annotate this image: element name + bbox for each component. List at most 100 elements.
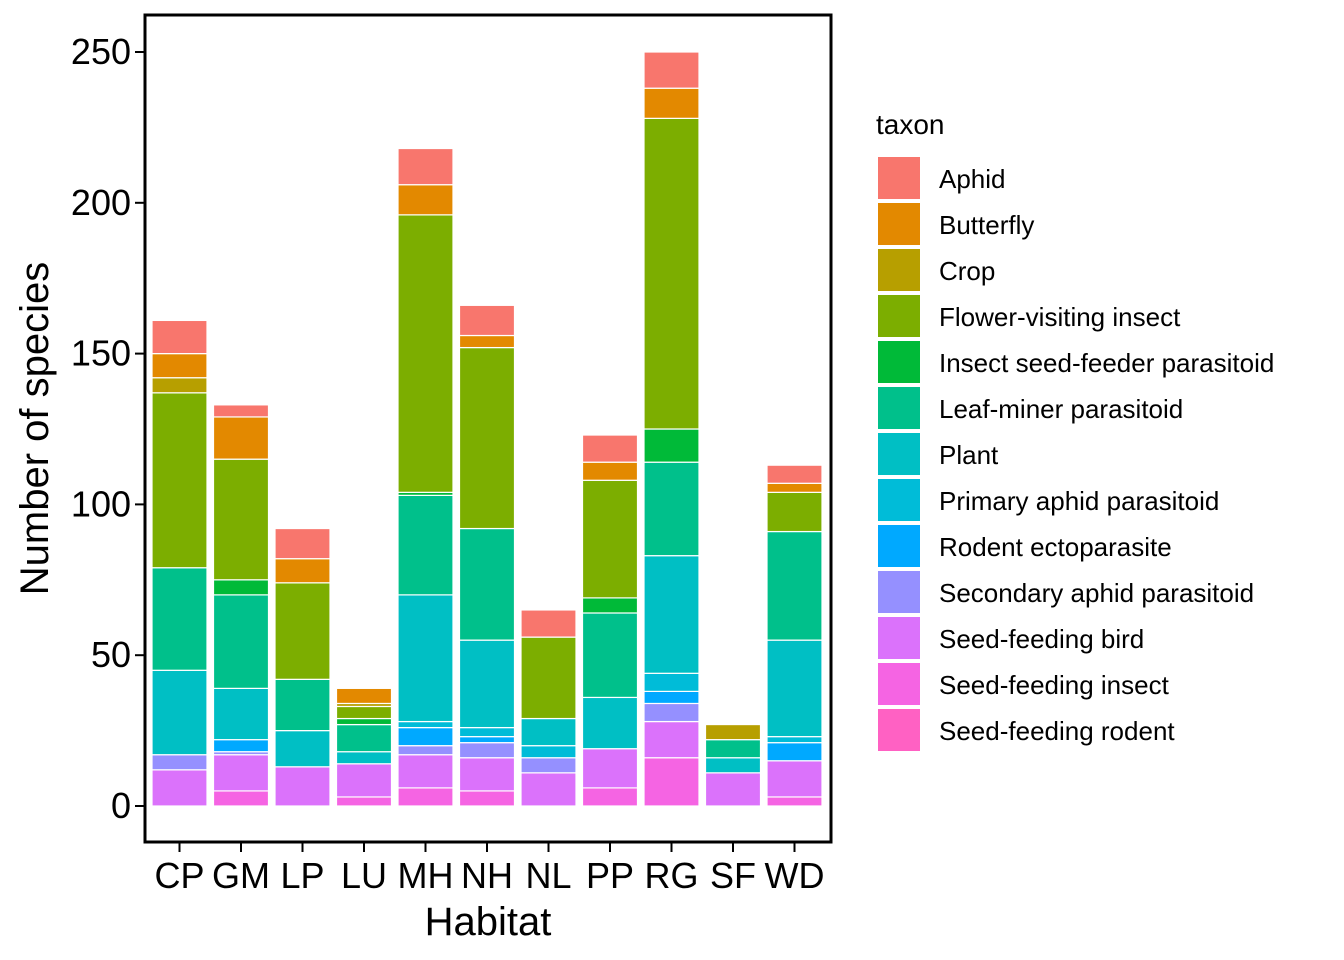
bar-segment-RG-seed-feeding-bird — [643, 720, 700, 759]
bar-segment-PP-seed-feeding-bird — [581, 748, 639, 789]
bar-segment-GM-seed-feeding-bird — [212, 754, 270, 792]
x-tick-label-NL: NL — [525, 855, 571, 896]
legend-label: Seed-feeding rodent — [939, 716, 1175, 746]
bar-segment-NL-seed-feeding-bird — [520, 772, 577, 807]
bar-segment-LU-plant — [335, 751, 393, 765]
y-tick-label: 50 — [91, 634, 131, 675]
bar-segment-NH-leaf-miner-parasitoid — [458, 527, 516, 641]
bar-segment-NL-plant — [520, 717, 577, 747]
bar-segment-MH-flower-visiting-insect — [397, 214, 454, 493]
bar-segment-WD-primary-aphid-parasitoid — [766, 736, 823, 744]
bar-segment-WD-aphid — [766, 464, 823, 484]
legend-label: Seed-feeding insect — [939, 670, 1170, 700]
bar-segment-MH-secondary-aphid-parasitoid — [397, 745, 454, 756]
bar-segment-MH-butterfly — [397, 184, 454, 216]
bar-segment-NH-rodent-ectoparasite — [458, 736, 516, 744]
x-tick-label-LP: LP — [280, 855, 324, 896]
bar-segment-WD-plant — [766, 639, 823, 738]
bar-segment-LP-plant — [274, 729, 331, 768]
y-tick-label: 200 — [71, 182, 131, 223]
bar-segment-RG-flower-visiting-insect — [643, 117, 700, 430]
x-tick-label-CP: CP — [154, 855, 204, 896]
legend-key-insect-seed-feeder-parasitoid — [878, 341, 920, 383]
legend-key-rodent-ectoparasite — [878, 525, 920, 567]
legend-label: Plant — [939, 440, 999, 470]
bar-segment-MH-seed-feeding-insect — [397, 787, 454, 807]
bar-segment-NL-aphid — [520, 609, 577, 638]
bar-segment-RG-insect-seed-feeder-parasitoid — [643, 428, 700, 463]
bar-segment-RG-secondary-aphid-parasitoid — [643, 702, 700, 723]
legend-key-primary-aphid-parasitoid — [878, 479, 920, 521]
legend-label: Primary aphid parasitoid — [939, 486, 1219, 516]
x-tick-label-NH: NH — [461, 855, 513, 896]
bar-segment-PP-flower-visiting-insect — [581, 479, 639, 599]
bar-segment-RG-primary-aphid-parasitoid — [643, 672, 700, 692]
x-axis-title: Habitat — [425, 900, 552, 944]
bar-segment-LU-insect-seed-feeder-parasitoid — [335, 717, 393, 726]
bar-segment-LP-aphid — [274, 527, 331, 560]
y-axis-title: Number of species — [13, 262, 57, 595]
bar-segment-PP-seed-feeding-insect — [581, 787, 639, 807]
y-tick-label: 250 — [71, 31, 131, 72]
y-tick-label: 150 — [71, 333, 131, 374]
y-tick-label: 100 — [71, 483, 131, 524]
legend-key-crop — [878, 249, 920, 291]
bar-segment-CP-butterfly — [151, 353, 208, 379]
x-tick-label-RG: RG — [645, 855, 699, 896]
legend-key-flower-visiting-insect — [878, 295, 920, 337]
bar-segment-SF-leaf-miner-parasitoid — [704, 739, 762, 759]
bar-segment-CP-aphid — [151, 319, 208, 355]
legend-key-aphid — [878, 157, 920, 199]
x-tick-label-GM: GM — [212, 855, 270, 896]
x-tick-label-SF: SF — [710, 855, 756, 896]
bar-segment-GM-aphid — [212, 404, 270, 418]
bar-segment-RG-aphid — [643, 51, 700, 89]
bar-segment-MH-seed-feeding-bird — [397, 754, 454, 789]
bar-segment-NL-secondary-aphid-parasitoid — [520, 757, 577, 774]
bar-segment-LU-butterfly — [335, 687, 393, 705]
bar-segment-GM-plant — [212, 687, 270, 741]
bar-segment-PP-insect-seed-feeder-parasitoid — [581, 597, 639, 614]
bar-segment-SF-plant — [704, 757, 762, 774]
bar-segment-RG-butterfly — [643, 87, 700, 119]
legend-label: Crop — [939, 256, 995, 286]
bar-segment-PP-butterfly — [581, 461, 639, 481]
bar-segment-NH-secondary-aphid-parasitoid — [458, 742, 516, 759]
bar-segment-WD-butterfly — [766, 482, 823, 493]
bar-segment-NH-seed-feeding-insect — [458, 790, 516, 807]
bar-segment-GM-leaf-miner-parasitoid — [212, 594, 270, 689]
x-axis: CP GM LP LU MH NH NL PP RG SF WD — [154, 842, 824, 896]
legend-key-seed-feeding-insect — [878, 663, 920, 705]
x-tick-label-LU: LU — [341, 855, 387, 896]
legend-key-secondary-aphid-parasitoid — [878, 571, 920, 613]
legend-key-leaf-miner-parasitoid — [878, 387, 920, 429]
bar-segment-LP-seed-feeding-bird — [274, 766, 331, 807]
bar-segment-WD-flower-visiting-insect — [766, 491, 823, 533]
legend-label: Secondary aphid parasitoid — [939, 578, 1254, 608]
bar-segment-MH-plant — [397, 594, 454, 723]
legend-title: taxon — [876, 109, 945, 140]
bar-segment-RG-rodent-ectoparasite — [643, 690, 700, 705]
y-axis: 0 50 100 150 200 250 — [71, 31, 145, 826]
bar-segment-NH-flower-visiting-insect — [458, 346, 516, 530]
bar-segment-RG-leaf-miner-parasitoid — [643, 461, 700, 557]
bar-segment-CP-secondary-aphid-parasitoid — [151, 754, 208, 771]
legend-key-butterfly — [878, 203, 920, 245]
bar-segment-GM-seed-feeding-insect — [212, 790, 270, 807]
legend-key-seed-feeding-bird — [878, 617, 920, 659]
bar-segment-LU-seed-feeding-insect — [335, 796, 393, 807]
bar-segment-CP-leaf-miner-parasitoid — [151, 567, 208, 671]
bar-segment-PP-leaf-miner-parasitoid — [581, 612, 639, 699]
bar-segment-WD-leaf-miner-parasitoid — [766, 530, 823, 641]
bar-segment-GM-butterfly — [212, 416, 270, 460]
legend-label: Rodent ectoparasite — [939, 532, 1172, 562]
bar-segment-PP-plant — [581, 696, 639, 750]
bar-segment-NL-primary-aphid-parasitoid — [520, 745, 577, 759]
legend: taxon Aphid Butterfly Crop Flower-visiting … — [876, 109, 1274, 751]
bar-segment-PP-aphid — [581, 434, 639, 463]
bar-segment-LP-leaf-miner-parasitoid — [274, 678, 331, 732]
legend-key-plant — [878, 433, 920, 475]
bar-segment-RG-seed-feeding-insect — [643, 757, 700, 807]
bar-segment-CP-flower-visiting-insect — [151, 392, 208, 569]
bar-segment-LU-leaf-miner-parasitoid — [335, 723, 393, 753]
